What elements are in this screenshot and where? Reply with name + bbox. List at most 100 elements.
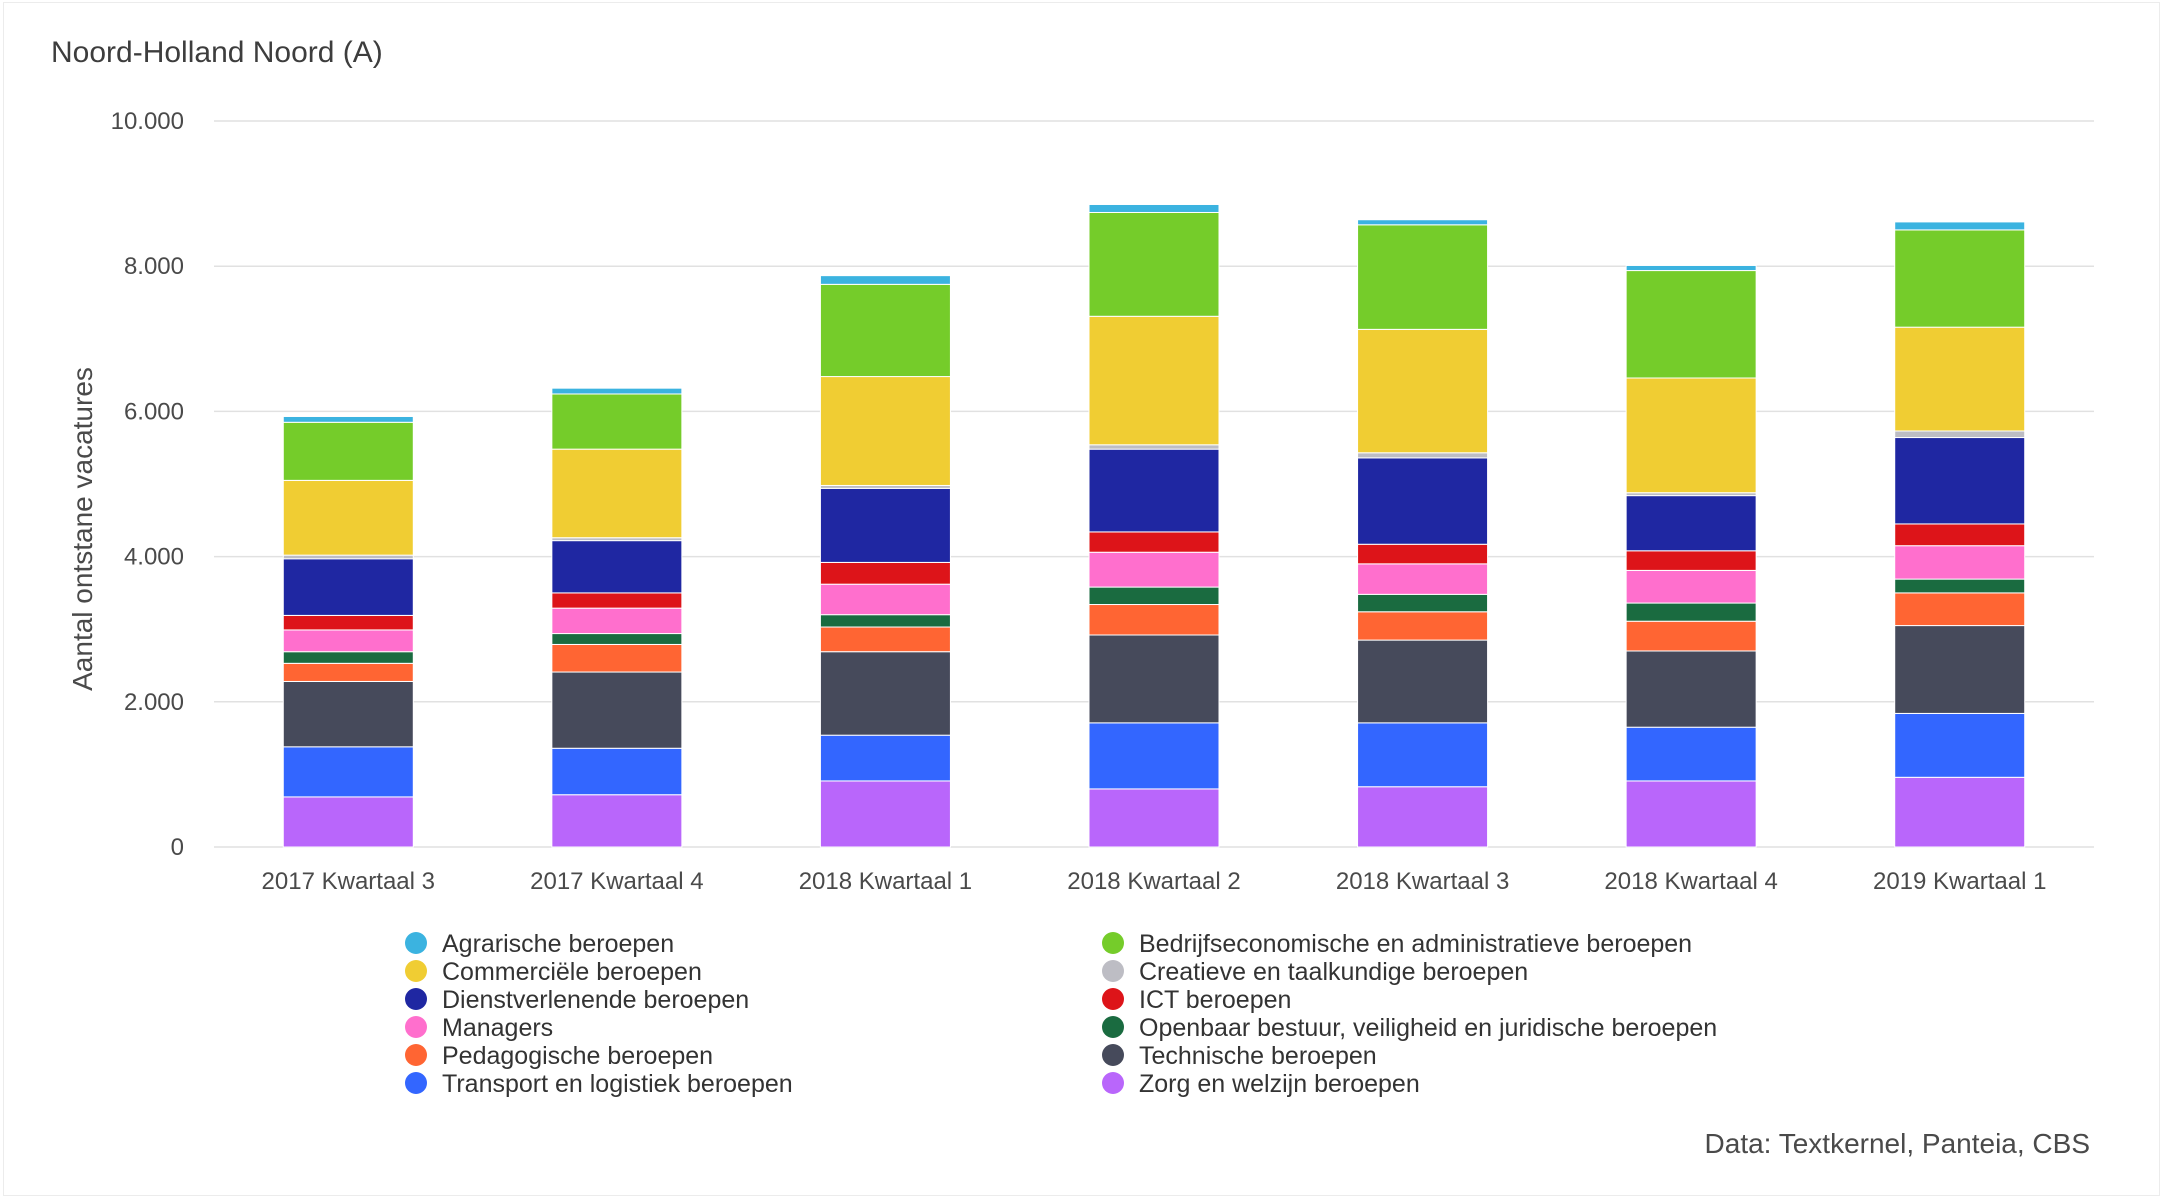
bar-segment[interactable] <box>1357 639 1489 724</box>
bar-segment[interactable] <box>1625 620 1757 652</box>
legend-item[interactable]: Pedagogische beroepen <box>405 1042 713 1070</box>
bar-segment[interactable] <box>1088 448 1220 533</box>
legend-item[interactable]: Bedrijfseconomische en administratieve b… <box>1102 930 1692 958</box>
bar-segment[interactable] <box>282 629 414 653</box>
bar-segment[interactable] <box>1088 788 1220 848</box>
bar-segment[interactable] <box>819 583 951 616</box>
bar-segment[interactable] <box>1357 593 1489 613</box>
bar-segment[interactable] <box>282 479 414 556</box>
bar-segment[interactable] <box>1357 328 1489 454</box>
bar-segment[interactable] <box>1894 523 2026 547</box>
bar-segment[interactable] <box>282 796 414 848</box>
bar-segment[interactable] <box>1625 602 1757 622</box>
bar-segment[interactable] <box>282 421 414 481</box>
y-axis-title: Aantal ontstane vacatures <box>67 367 98 691</box>
bar-segment[interactable] <box>1088 551 1220 588</box>
bar-segment[interactable] <box>1357 543 1489 565</box>
legend-item[interactable]: Transport en logistiek beroepen <box>405 1070 793 1098</box>
bar-segment[interactable] <box>1357 563 1489 595</box>
bar-segment[interactable] <box>819 626 951 653</box>
bar-segment[interactable] <box>1088 315 1220 446</box>
legend-marker <box>405 1016 427 1038</box>
bar-segment[interactable] <box>282 651 414 664</box>
bar-segment[interactable] <box>282 746 414 798</box>
legend-item[interactable]: Technische beroepen <box>1102 1042 1377 1070</box>
bar-segment[interactable] <box>551 540 683 594</box>
bar-segment[interactable] <box>819 780 951 848</box>
bar-segment[interactable] <box>1088 722 1220 790</box>
bar-segment[interactable] <box>1357 219 1489 226</box>
bar-segment[interactable] <box>551 794 683 848</box>
bar-segment[interactable] <box>819 487 951 563</box>
bar-segment[interactable] <box>551 393 683 450</box>
bar-segment[interactable] <box>1894 545 2026 580</box>
bar-segment[interactable] <box>551 387 683 395</box>
bar-segment[interactable] <box>819 283 951 378</box>
bar-segment[interactable] <box>1088 531 1220 553</box>
bar-segment[interactable] <box>1357 786 1489 848</box>
bar-segment[interactable] <box>1625 270 1757 379</box>
bar-segment[interactable] <box>1894 625 2026 714</box>
bar-segment[interactable] <box>1625 569 1757 604</box>
bar-segment[interactable] <box>1894 430 2026 439</box>
legend-item[interactable]: Agrarische beroepen <box>405 930 674 958</box>
bar-segment[interactable] <box>819 275 951 285</box>
bar-segment[interactable] <box>1894 221 2026 231</box>
bar-segment[interactable] <box>282 558 414 616</box>
bar-segment[interactable] <box>282 680 414 748</box>
bar-segment[interactable] <box>282 662 414 682</box>
bar-segment[interactable] <box>1625 650 1757 728</box>
bar-segment[interactable] <box>551 607 683 635</box>
legend-item[interactable]: ICT beroepen <box>1102 986 1291 1014</box>
bar-segment[interactable] <box>1088 604 1220 636</box>
bar-segment[interactable] <box>1894 229 2026 328</box>
bar-segment[interactable] <box>1625 495 1757 552</box>
bar-segment[interactable] <box>282 554 414 560</box>
bar-segment[interactable] <box>819 614 951 628</box>
bar-segment[interactable] <box>1894 578 2026 594</box>
legend-marker <box>405 960 427 982</box>
bar-segment[interactable] <box>1088 203 1220 213</box>
bar-segment[interactable] <box>1357 224 1489 330</box>
bar-segment[interactable] <box>1357 722 1489 788</box>
bar-segment[interactable] <box>282 415 414 423</box>
bar-segment[interactable] <box>551 671 683 749</box>
bar-segment[interactable] <box>1357 457 1489 545</box>
bar-segment[interactable] <box>1894 437 2026 525</box>
legend-marker <box>1102 1044 1124 1066</box>
bar-segment[interactable] <box>819 376 951 486</box>
bar-segment[interactable] <box>1625 264 1757 272</box>
bar-segment[interactable] <box>1894 712 2026 778</box>
bar-segment[interactable] <box>819 651 951 736</box>
bar-segment[interactable] <box>551 592 683 609</box>
legend-item[interactable]: Managers <box>405 1014 553 1042</box>
bar-segment[interactable] <box>1088 634 1220 724</box>
bar-segment[interactable] <box>1088 444 1220 450</box>
legend-item[interactable]: Zorg en welzijn beroepen <box>1102 1070 1420 1098</box>
bar-segment[interactable] <box>1625 550 1757 571</box>
bar-segment[interactable] <box>1894 326 2026 432</box>
bar-segment[interactable] <box>1894 776 2026 848</box>
chart-credit: Data: Textkernel, Panteia, CBS <box>1705 1128 2090 1159</box>
bar-segment[interactable] <box>282 614 414 631</box>
legend-marker <box>405 932 427 954</box>
bar-segment[interactable] <box>1357 452 1489 459</box>
bar-segment[interactable] <box>1625 377 1757 494</box>
bar-segment[interactable] <box>1625 780 1757 848</box>
bar-segment[interactable] <box>1357 611 1489 641</box>
bar-segment[interactable] <box>819 561 951 585</box>
bar-segment[interactable] <box>551 747 683 796</box>
bar-segment[interactable] <box>551 633 683 645</box>
bar-segment[interactable] <box>551 448 683 539</box>
bar-segment[interactable] <box>1088 586 1220 606</box>
bar-segment[interactable] <box>1625 726 1757 782</box>
bar-segment[interactable] <box>551 643 683 673</box>
bar-segment[interactable] <box>819 734 951 782</box>
legend-item[interactable]: Dienstverlenende beroepen <box>405 986 749 1014</box>
legend-item[interactable]: Commerciële beroepen <box>405 958 702 986</box>
legend-item[interactable]: Creatieve en taalkundige beroepen <box>1102 958 1528 986</box>
legend-item[interactable]: Openbaar bestuur, veiligheid en juridisc… <box>1102 1014 1717 1042</box>
bar-segment[interactable] <box>1088 211 1220 317</box>
bar-segment[interactable] <box>1894 592 2026 627</box>
legend-marker <box>405 988 427 1010</box>
